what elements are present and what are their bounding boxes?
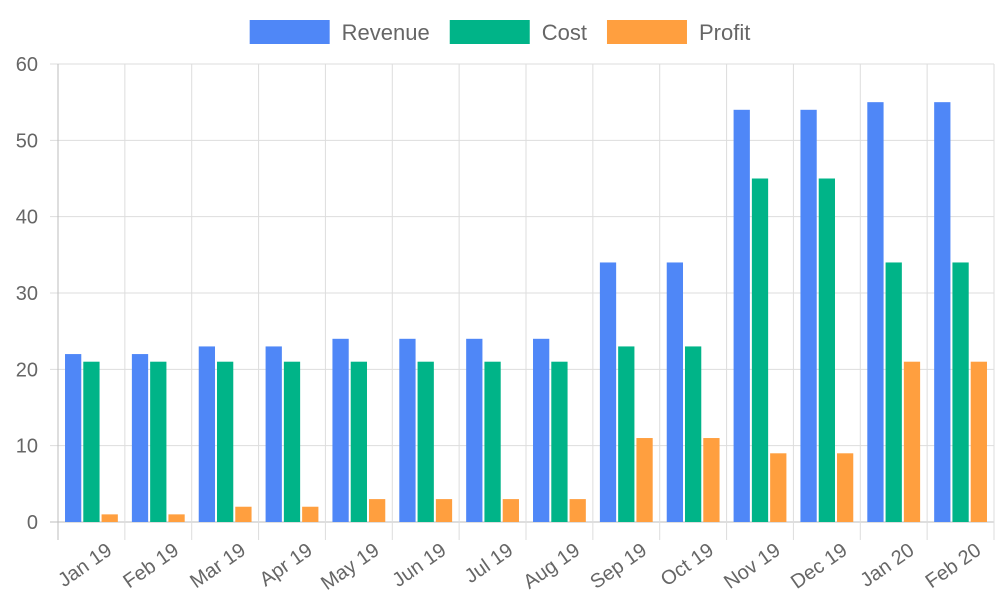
x-axis: Jan 19 Feb 19 Mar 19 Apr 19 May 19 Jun 19 Jul … <box>54 539 985 595</box>
bar-revenue-nov-19[interactable] <box>733 109 750 523</box>
y-tick-label: 40 <box>16 207 38 229</box>
bar-cost-jun-19[interactable] <box>417 361 434 522</box>
x-tick-label: Nov 19 <box>720 539 785 593</box>
y-tick-label: 30 <box>16 283 38 305</box>
bar-revenue-feb-20[interactable] <box>934 102 951 523</box>
x-tick-label: Jan 20 <box>857 539 919 591</box>
x-tick-label: Jul 19 <box>461 539 517 588</box>
bar-revenue-apr-19[interactable] <box>265 346 282 522</box>
x-tick-label: Mar 19 <box>186 539 250 593</box>
x-tick-label: Feb 19 <box>119 539 183 593</box>
bar-revenue-aug-19[interactable] <box>533 338 550 522</box>
bar-profit-feb-20[interactable] <box>970 361 987 522</box>
bar-cost-sep-19[interactable] <box>618 346 635 522</box>
bar-profit-jul-19[interactable] <box>502 499 519 522</box>
y-tick-label: 60 <box>16 54 38 76</box>
bar-revenue-feb-19[interactable] <box>131 354 149 522</box>
x-tick-label: Sep 19 <box>586 539 651 593</box>
bar-profit-jan-19[interactable] <box>101 514 118 522</box>
legend-label: Profit <box>699 20 750 45</box>
bar-cost-jul-19[interactable] <box>484 361 501 522</box>
bar-profit-sep-19[interactable] <box>636 438 653 522</box>
bar-profit-may-19[interactable] <box>368 499 386 522</box>
bar-cost-mar-19[interactable] <box>217 361 234 522</box>
bar-revenue-sep-19[interactable] <box>599 262 617 522</box>
legend-item-revenue[interactable]: Revenue <box>249 20 430 45</box>
bar-revenue-jan-19[interactable] <box>65 354 82 522</box>
bar-profit-feb-19[interactable] <box>168 514 185 522</box>
x-tick-label: Dec 19 <box>787 539 852 593</box>
bar-cost-may-19[interactable] <box>350 361 367 522</box>
x-tick-label: Feb 20 <box>922 539 986 593</box>
bars <box>65 102 987 523</box>
bar-profit-jun-19[interactable] <box>435 499 453 522</box>
legend-swatch <box>449 20 530 44</box>
y-tick-label: 0 <box>27 512 38 534</box>
bar-profit-oct-19[interactable] <box>703 438 720 522</box>
x-tick-label: Aug 19 <box>520 539 585 593</box>
y-tick-label: 50 <box>16 130 38 152</box>
bar-revenue-oct-19[interactable] <box>666 262 684 522</box>
bar-revenue-jun-19[interactable] <box>399 338 416 522</box>
legend: Revenue Cost Profit <box>249 20 750 45</box>
x-tick-label: Jan 19 <box>54 539 116 591</box>
bar-profit-jan-20[interactable] <box>903 361 921 522</box>
bar-profit-aug-19[interactable] <box>569 499 586 522</box>
bar-cost-apr-19[interactable] <box>283 361 301 522</box>
x-tick-label: Apr 19 <box>256 539 317 591</box>
bar-cost-jan-19[interactable] <box>83 361 100 522</box>
legend-item-cost[interactable]: Cost <box>449 20 587 45</box>
bar-revenue-jan-20[interactable] <box>867 102 884 523</box>
bar-cost-feb-19[interactable] <box>150 361 167 522</box>
bar-cost-feb-20[interactable] <box>952 262 969 522</box>
bar-profit-nov-19[interactable] <box>770 453 787 522</box>
bar-cost-jan-20[interactable] <box>885 262 902 522</box>
legend-label: Revenue <box>342 20 430 45</box>
grid <box>50 63 995 540</box>
bar-profit-dec-19[interactable] <box>836 453 854 522</box>
bar-revenue-jul-19[interactable] <box>466 338 483 522</box>
bar-cost-oct-19[interactable] <box>685 346 702 522</box>
y-axis: 0 10 20 30 40 50 60 <box>16 54 38 534</box>
bar-revenue-mar-19[interactable] <box>198 346 216 522</box>
legend-label: Cost <box>542 20 587 45</box>
y-tick-label: 10 <box>16 436 38 458</box>
x-tick-label: May 19 <box>317 539 383 595</box>
bar-revenue-may-19[interactable] <box>332 338 349 522</box>
y-tick-label: 20 <box>16 359 38 381</box>
bar-cost-aug-19[interactable] <box>551 361 568 522</box>
bar-revenue-dec-19[interactable] <box>800 109 817 523</box>
legend-item-profit[interactable]: Profit <box>606 20 750 45</box>
legend-swatch <box>249 20 330 44</box>
bar-profit-apr-19[interactable] <box>302 506 319 522</box>
bar-cost-nov-19[interactable] <box>751 178 769 523</box>
x-tick-label: Oct 19 <box>657 539 718 591</box>
bar-profit-mar-19[interactable] <box>235 506 252 522</box>
bar-cost-dec-19[interactable] <box>818 178 835 523</box>
x-tick-label: Jun 19 <box>389 539 451 591</box>
legend-swatch <box>606 20 687 44</box>
